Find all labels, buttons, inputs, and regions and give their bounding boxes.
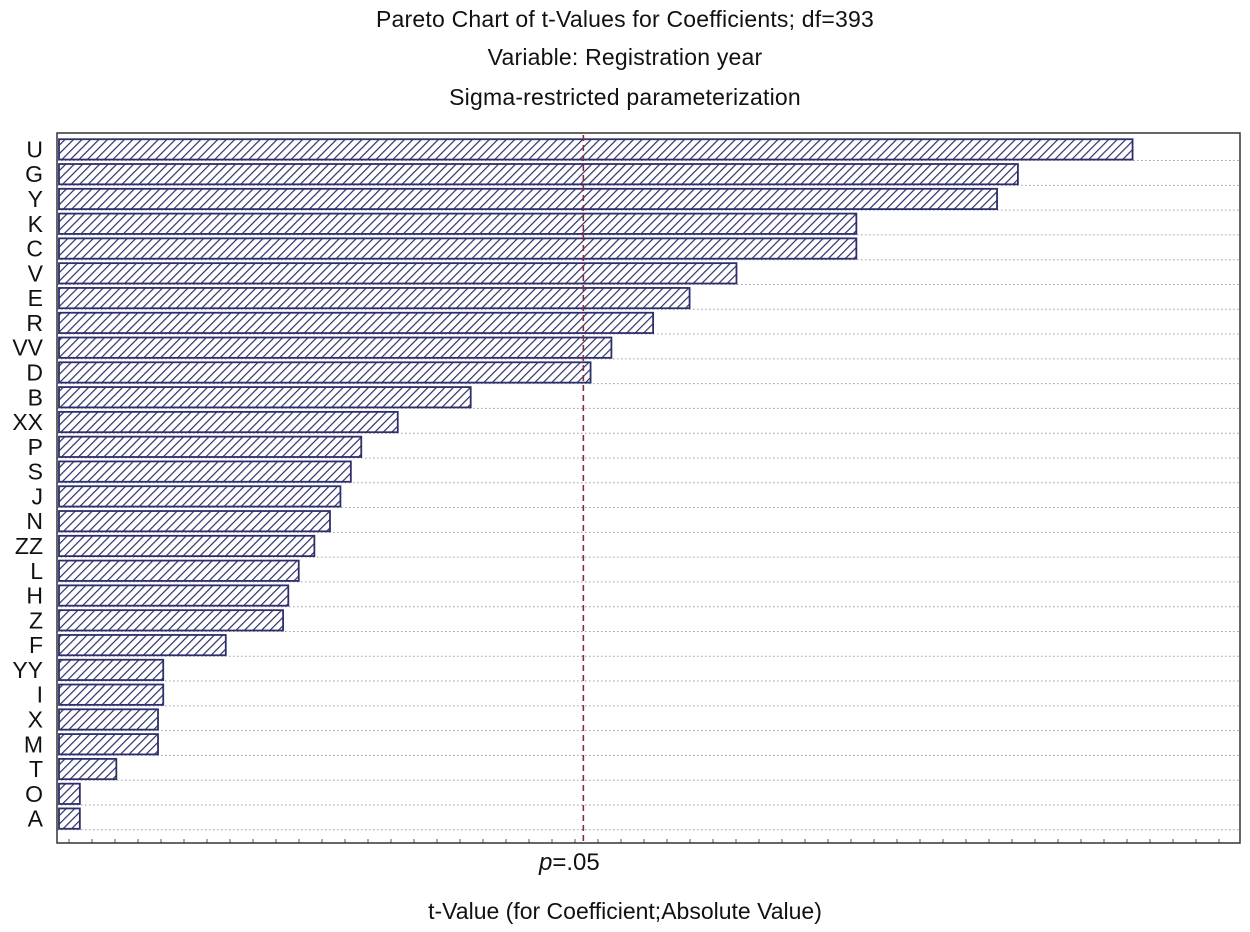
category-label: XX xyxy=(12,409,43,435)
bar-t xyxy=(58,757,118,781)
category-label: L xyxy=(30,558,43,584)
bar-h xyxy=(58,584,290,607)
bar-xx xyxy=(58,410,399,434)
reference-p-symbol: p xyxy=(539,849,553,876)
category-label: G xyxy=(25,161,43,187)
bar-j xyxy=(58,485,342,508)
bar-r xyxy=(58,311,655,334)
category-label: ZZ xyxy=(15,533,43,559)
bar-f xyxy=(58,634,227,657)
category-label: VV xyxy=(12,335,43,361)
category-label: H xyxy=(26,583,43,609)
bar-n xyxy=(58,510,331,533)
bar-zz xyxy=(58,534,316,558)
bar-p xyxy=(58,435,363,458)
bar-y xyxy=(58,187,998,211)
bars xyxy=(58,138,1134,830)
bar-z xyxy=(58,609,284,632)
category-label: A xyxy=(28,806,44,832)
category-label: U xyxy=(26,136,43,162)
bar-vv xyxy=(58,336,613,359)
reference-value: =.05 xyxy=(552,849,600,876)
category-label: P xyxy=(28,434,43,460)
category-label: X xyxy=(28,706,43,732)
category-label: Y xyxy=(28,186,43,212)
category-label: T xyxy=(29,756,43,782)
plot-frame xyxy=(56,132,1241,844)
category-label: S xyxy=(28,459,43,485)
category-label: E xyxy=(28,285,43,311)
bar-d xyxy=(58,361,592,384)
category-label: D xyxy=(26,359,43,385)
bar-e xyxy=(58,287,691,310)
bar-c xyxy=(58,237,858,260)
bar-k xyxy=(58,212,858,235)
category-label: J xyxy=(32,483,44,509)
category-label: I xyxy=(37,682,43,708)
category-label: M xyxy=(24,731,43,757)
bar-u xyxy=(58,138,1134,161)
bar-a xyxy=(58,807,81,830)
category-label: C xyxy=(26,236,43,262)
category-label: Z xyxy=(29,607,43,633)
category-label: B xyxy=(28,384,43,410)
category-label: N xyxy=(26,508,43,534)
bar-v xyxy=(58,262,738,285)
category-label: R xyxy=(26,310,43,336)
category-label: YY xyxy=(12,657,43,683)
bar-b xyxy=(58,386,472,409)
bar-yy xyxy=(58,658,165,681)
chart-subtitle: Variable: Registration year xyxy=(487,44,763,70)
bar-g xyxy=(58,163,1019,186)
reference-line-label: p=.05 xyxy=(539,849,600,877)
grid-lines xyxy=(57,160,1240,831)
bar-x xyxy=(58,708,159,731)
category-label: V xyxy=(28,260,44,286)
x-axis-label: t-Value (for Coefficient;Absolute Value) xyxy=(428,898,822,924)
chart-subtitle-2: Sigma-restricted parameterization xyxy=(449,84,801,110)
category-label: F xyxy=(29,632,43,658)
bar-i xyxy=(58,683,165,706)
chart-title: Pareto Chart of t-Values for Coefficient… xyxy=(376,6,874,32)
bar-l xyxy=(58,559,300,582)
bar-s xyxy=(58,460,352,483)
category-label: O xyxy=(25,781,43,807)
bar-m xyxy=(58,733,159,756)
bar-o xyxy=(58,782,81,805)
category-label: K xyxy=(28,211,44,237)
